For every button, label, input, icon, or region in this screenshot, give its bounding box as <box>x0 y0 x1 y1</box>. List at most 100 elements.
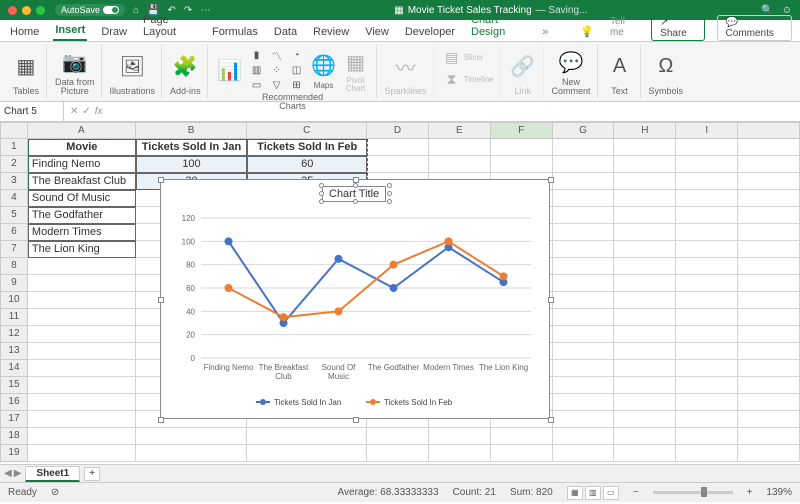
cell[interactable] <box>614 292 676 309</box>
cell[interactable]: Finding Nemo <box>28 156 136 173</box>
cell[interactable] <box>614 241 676 258</box>
tab-review[interactable]: Review <box>311 23 351 41</box>
zoom-in-icon[interactable]: + <box>747 487 753 498</box>
normal-view-icon[interactable]: ▦ <box>567 486 583 500</box>
cell[interactable]: 60 <box>247 156 367 173</box>
column-header[interactable]: C <box>247 122 367 139</box>
cell[interactable]: Tickets Sold In Feb <box>247 139 367 156</box>
tables-icon[interactable]: ▦ <box>12 52 40 82</box>
cell[interactable]: Modern Times <box>28 224 136 241</box>
cell[interactable] <box>738 275 800 292</box>
cell[interactable] <box>553 394 615 411</box>
cell[interactable] <box>367 156 429 173</box>
cell[interactable] <box>614 411 676 428</box>
tab-insert[interactable]: Insert <box>53 21 87 41</box>
symbols-icon[interactable]: Ω <box>652 52 680 82</box>
sheet-nav-next-icon[interactable]: ▶ <box>14 468 22 479</box>
cell[interactable] <box>553 224 615 241</box>
cell[interactable] <box>738 292 800 309</box>
row-header[interactable]: 13 <box>0 343 28 360</box>
stock-chart-icon[interactable]: ⊞ <box>288 78 306 92</box>
cell[interactable] <box>28 292 136 309</box>
sparklines-icon[interactable]: 〰 <box>392 52 420 82</box>
tab-data[interactable]: Data <box>272 23 299 41</box>
embedded-chart[interactable]: 020406080100120Finding NemoThe Breakfast… <box>160 179 550 419</box>
search-icon[interactable]: 🔍 <box>761 5 773 16</box>
cell[interactable] <box>676 190 738 207</box>
cell[interactable] <box>614 377 676 394</box>
cell[interactable] <box>614 224 676 241</box>
cell[interactable] <box>676 394 738 411</box>
selection-handle-icon[interactable] <box>319 183 324 188</box>
pie-chart-icon[interactable]: ◔ <box>288 48 306 62</box>
row-header[interactable]: 12 <box>0 326 28 343</box>
accessibility-icon[interactable]: ⊘ <box>51 487 59 498</box>
cell[interactable] <box>429 445 491 462</box>
tab-chart-design[interactable]: Chart Design <box>469 11 528 41</box>
cell[interactable] <box>614 207 676 224</box>
cell[interactable] <box>553 377 615 394</box>
tab-draw[interactable]: Draw <box>99 23 129 41</box>
cell[interactable] <box>738 411 800 428</box>
row-header[interactable]: 1 <box>0 139 28 156</box>
cell[interactable]: The Breakfast Club <box>28 173 136 190</box>
cell[interactable] <box>614 258 676 275</box>
cell[interactable] <box>28 394 136 411</box>
cell[interactable] <box>614 190 676 207</box>
selection-handle-icon[interactable] <box>319 191 324 196</box>
cell[interactable] <box>614 343 676 360</box>
cell[interactable]: The Lion King <box>28 241 136 258</box>
zoom-slider[interactable] <box>653 491 733 494</box>
sheet-tab[interactable]: Sheet1 <box>25 466 80 482</box>
cell[interactable] <box>676 139 738 156</box>
tellme-input[interactable]: Tell me <box>608 13 639 41</box>
user-icon[interactable]: ☺ <box>782 5 792 16</box>
cell[interactable]: Movie <box>28 139 136 156</box>
cell[interactable] <box>429 139 491 156</box>
slicer-icon[interactable]: ▤ <box>442 47 462 67</box>
cell[interactable] <box>28 258 136 275</box>
cell[interactable] <box>738 394 800 411</box>
cell[interactable] <box>28 326 136 343</box>
addins-icon[interactable]: 🧩 <box>171 52 199 82</box>
fx-icon[interactable]: fx <box>95 106 103 117</box>
cell[interactable] <box>553 156 615 173</box>
cell[interactable] <box>28 377 136 394</box>
row-header[interactable]: 17 <box>0 411 28 428</box>
tabs-overflow-icon[interactable]: » <box>540 23 550 41</box>
cell[interactable] <box>553 207 615 224</box>
page-break-view-icon[interactable]: ▭ <box>603 486 619 500</box>
cell[interactable] <box>676 326 738 343</box>
cell[interactable] <box>738 326 800 343</box>
cell[interactable] <box>553 360 615 377</box>
cell[interactable] <box>738 207 800 224</box>
cell[interactable] <box>614 139 676 156</box>
cell[interactable] <box>247 445 367 462</box>
cell[interactable] <box>553 445 615 462</box>
home-icon[interactable]: ⌂ <box>133 5 139 16</box>
tab-view[interactable]: View <box>363 23 391 41</box>
cell[interactable] <box>738 377 800 394</box>
resize-handle-icon[interactable] <box>158 417 164 423</box>
pivot-chart-icon[interactable]: ▦ <box>342 47 370 77</box>
cell[interactable] <box>491 156 553 173</box>
accept-formula-icon[interactable]: ✓ <box>82 106 90 117</box>
selection-handle-icon[interactable] <box>387 199 392 204</box>
cell[interactable] <box>553 258 615 275</box>
redo-icon[interactable]: ↷ <box>184 5 192 16</box>
selection-handle-icon[interactable] <box>353 199 358 204</box>
resize-handle-icon[interactable] <box>548 417 554 423</box>
cell[interactable] <box>676 377 738 394</box>
cell[interactable] <box>614 156 676 173</box>
cell[interactable] <box>676 309 738 326</box>
cell[interactable] <box>614 275 676 292</box>
cell[interactable] <box>553 411 615 428</box>
cell[interactable] <box>28 309 136 326</box>
row-header[interactable]: 16 <box>0 394 28 411</box>
row-header[interactable]: 5 <box>0 207 28 224</box>
cell[interactable] <box>553 190 615 207</box>
comments-button[interactable]: 💬 Comments <box>717 15 792 41</box>
row-header[interactable]: 4 <box>0 190 28 207</box>
tab-page-layout[interactable]: Page Layout <box>141 11 198 41</box>
cell[interactable] <box>614 394 676 411</box>
